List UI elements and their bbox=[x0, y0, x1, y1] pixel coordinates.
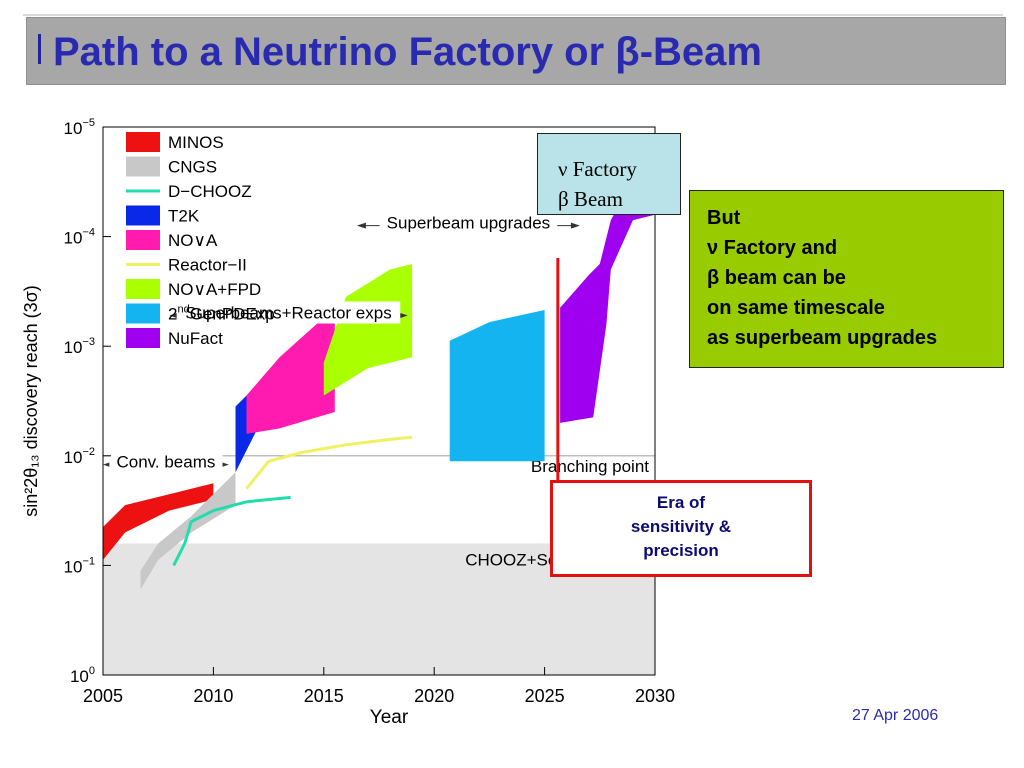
annotation-arrowhead bbox=[356, 222, 366, 229]
legend-entry-label: MINOS bbox=[168, 133, 224, 152]
legend-entry-label: NuFact bbox=[168, 329, 223, 348]
series-area-nufact bbox=[560, 154, 655, 423]
legend-entry-label: NO∨A+FPD bbox=[168, 280, 261, 299]
legend-entry-label: Reactor−II bbox=[168, 256, 247, 275]
x-tick-label: 2030 bbox=[635, 686, 675, 706]
legend-swatch bbox=[126, 303, 160, 324]
nu-factory-beta-beam-label: ν Factory β Beam bbox=[537, 133, 681, 215]
annotation-label-bg bbox=[379, 211, 558, 234]
x-tick-label: 2020 bbox=[414, 686, 454, 706]
legend-entry-label: D−CHOOZ bbox=[168, 182, 252, 201]
series-line-reactor-ii bbox=[245, 435, 413, 490]
era-line: precision bbox=[643, 541, 719, 560]
y-tick-label: 100 bbox=[70, 665, 95, 686]
y-tick-label: 10−4 bbox=[64, 227, 95, 248]
series-area-minos bbox=[103, 483, 214, 560]
era-of-sensitivity-box: Era of sensitivity & precision bbox=[550, 480, 812, 577]
legend-entry-label: 2ndGenPDExp bbox=[168, 304, 275, 324]
note-line: on same timescale bbox=[707, 297, 885, 319]
legend-swatch bbox=[126, 328, 160, 348]
x-axis-label: Year bbox=[370, 707, 409, 728]
legend-swatch bbox=[126, 205, 160, 226]
series-area-2nd-genpdexp bbox=[449, 310, 545, 462]
series-area-no-a bbox=[246, 307, 335, 434]
x-tick-label: 2025 bbox=[525, 686, 565, 706]
series-line-d-chooz bbox=[172, 495, 291, 567]
annotation-label: Superbeam upgrades bbox=[387, 214, 551, 233]
annotation-label-bg bbox=[176, 301, 401, 324]
legend-entry-label: NO∨A bbox=[168, 231, 218, 250]
y-tick-label: 10−5 bbox=[64, 117, 95, 138]
legend-swatch bbox=[126, 156, 160, 177]
slide-title: Path to a Neutrino Factory or β-Beam bbox=[53, 30, 762, 74]
era-line: Era of bbox=[656, 493, 706, 512]
series-area-no-a-fpd bbox=[323, 264, 413, 396]
legend-entry-label: CNGS bbox=[168, 158, 217, 177]
title-bar bbox=[23, 14, 1006, 85]
legend-swatch bbox=[126, 279, 160, 299]
annotation-label-bg bbox=[109, 450, 223, 473]
x-tick-label: 2015 bbox=[304, 686, 344, 706]
y-tick-label: 10−3 bbox=[64, 336, 95, 357]
legend-entry-label: T2K bbox=[168, 207, 200, 226]
annotation-arrowhead bbox=[398, 312, 408, 319]
branching-point-label: Branching point bbox=[531, 457, 649, 476]
legend-swatch bbox=[126, 132, 160, 152]
x-tick-label: 2010 bbox=[193, 686, 233, 706]
annotation-label: Conv. beams bbox=[116, 453, 215, 472]
annotation-arrowhead bbox=[169, 312, 179, 319]
y-tick-label: 10−1 bbox=[64, 555, 95, 576]
note-line: β beam can be bbox=[707, 267, 846, 289]
era-line: sensitivity & bbox=[630, 517, 732, 536]
timescale-note: But ν Factory and β beam can be on same … bbox=[689, 190, 1004, 368]
y-axis-label: sin²2θ₁₃ discovery reach (3σ) bbox=[21, 285, 41, 517]
annotation-arrowhead bbox=[570, 222, 580, 229]
legend-swatch bbox=[126, 230, 160, 250]
y-tick-label: 10−2 bbox=[64, 446, 95, 467]
nu-box-line-2: β Beam bbox=[558, 187, 623, 211]
annotation-label: Superbeams+Reactor exps bbox=[185, 304, 391, 323]
note-line: as superbeam upgrades bbox=[707, 327, 938, 349]
plot-frame bbox=[102, 126, 656, 676]
nu-box-line-1: ν Factory bbox=[558, 157, 637, 181]
note-line: ν Factory and bbox=[707, 237, 838, 259]
title-accent-tick bbox=[38, 34, 41, 64]
note-line: But bbox=[707, 207, 741, 229]
slide-date: 27 Apr 2006 bbox=[852, 707, 939, 724]
x-tick-label: 2005 bbox=[83, 686, 123, 706]
